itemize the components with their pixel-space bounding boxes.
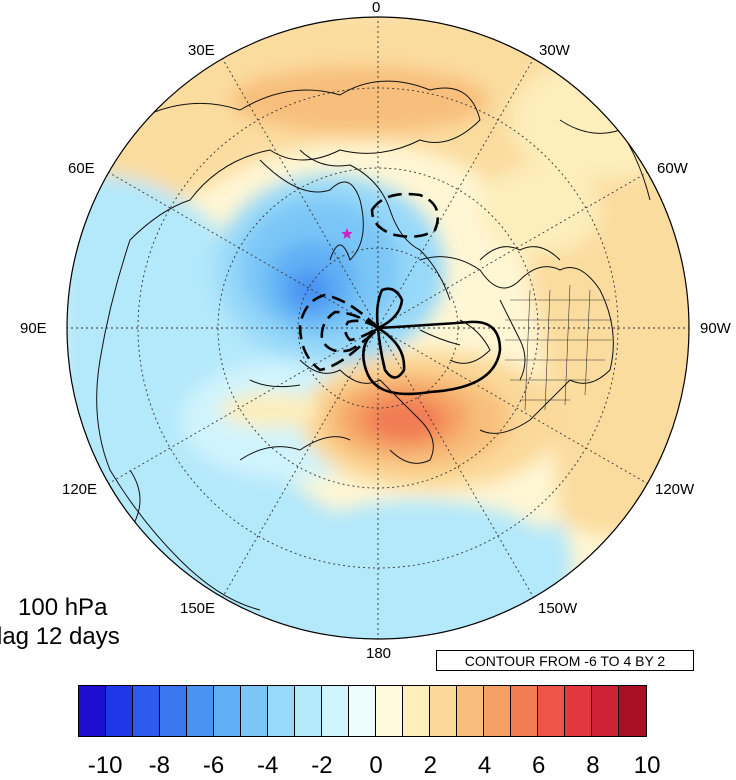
lon-label-60w: 60W [657,160,688,177]
lon-label-120e: 120E [62,481,98,498]
colorbar-box [79,686,106,736]
colorbar-tick-label: 8 [586,752,600,779]
colorbar-tick-label: -6 [202,752,225,779]
colorbar-tick-label: -10 [87,752,123,779]
lon-label-0: 0 [372,0,381,16]
negative-contour-upper [370,192,440,238]
lon-label-30w: 30W [539,42,570,59]
colorbar-box [133,686,160,736]
positive-contour-large [362,320,502,396]
negative-contour-inner [344,319,381,342]
colorbar-box [538,686,565,736]
colorbar-box [430,686,457,736]
colorbar-box [457,686,484,736]
contour-info-box: CONTOUR FROM -6 TO 4 BY 2 [436,650,694,671]
panel-title-level: 100 hPa [18,594,108,621]
location-marker [341,228,353,239]
colorbar-box [106,686,133,736]
colorbar-box [484,686,511,736]
colorbar-box [322,686,349,736]
colorbar-box [376,686,403,736]
panel-title-lag: lag 12 days [0,623,120,650]
colorbar-tick-label: 0 [369,752,383,779]
colorbar-box [349,686,376,736]
positive-contour-small [375,287,404,330]
lon-label-150w: 150W [538,600,578,617]
colorbar-box [403,686,430,736]
colorbar-box [160,686,187,736]
colorbar-tick-label: 6 [532,752,546,779]
lon-label-30e: 30E [188,42,215,59]
lon-label-180: 180 [366,645,392,662]
colorbar-tick-label: -8 [148,752,170,779]
lon-label-150e: 150E [180,600,216,617]
lon-label-90e: 90E [20,320,47,337]
colorbar-tick-label: -2 [311,752,333,779]
marker-star [341,228,353,239]
colorbar-box [619,686,646,736]
positive-contour-inner [376,325,406,379]
colorbar-box [241,686,268,736]
colorbar-box [565,686,592,736]
colorbar-box [511,686,538,736]
lon-label-60e: 60E [68,160,95,177]
colorbar [78,685,648,737]
colorbar-tick-label: 10 [633,752,661,779]
colorbar-box [214,686,241,736]
colorbar-box [268,686,295,736]
negative-contour-mid [320,310,380,353]
colorbar-tick-label: 4 [477,752,492,779]
colorbar-box [187,686,214,736]
colorbar-tick-label: 2 [423,752,437,779]
lon-label-90w: 90W [700,320,731,337]
negative-contour-outer [298,293,380,372]
colorbar-tick-label: -4 [257,752,279,779]
lon-label-120w: 120W [655,481,695,498]
colorbar-box [592,686,619,736]
shaded-field [67,17,689,639]
contours [362,287,502,396]
colorbar-box [295,686,322,736]
